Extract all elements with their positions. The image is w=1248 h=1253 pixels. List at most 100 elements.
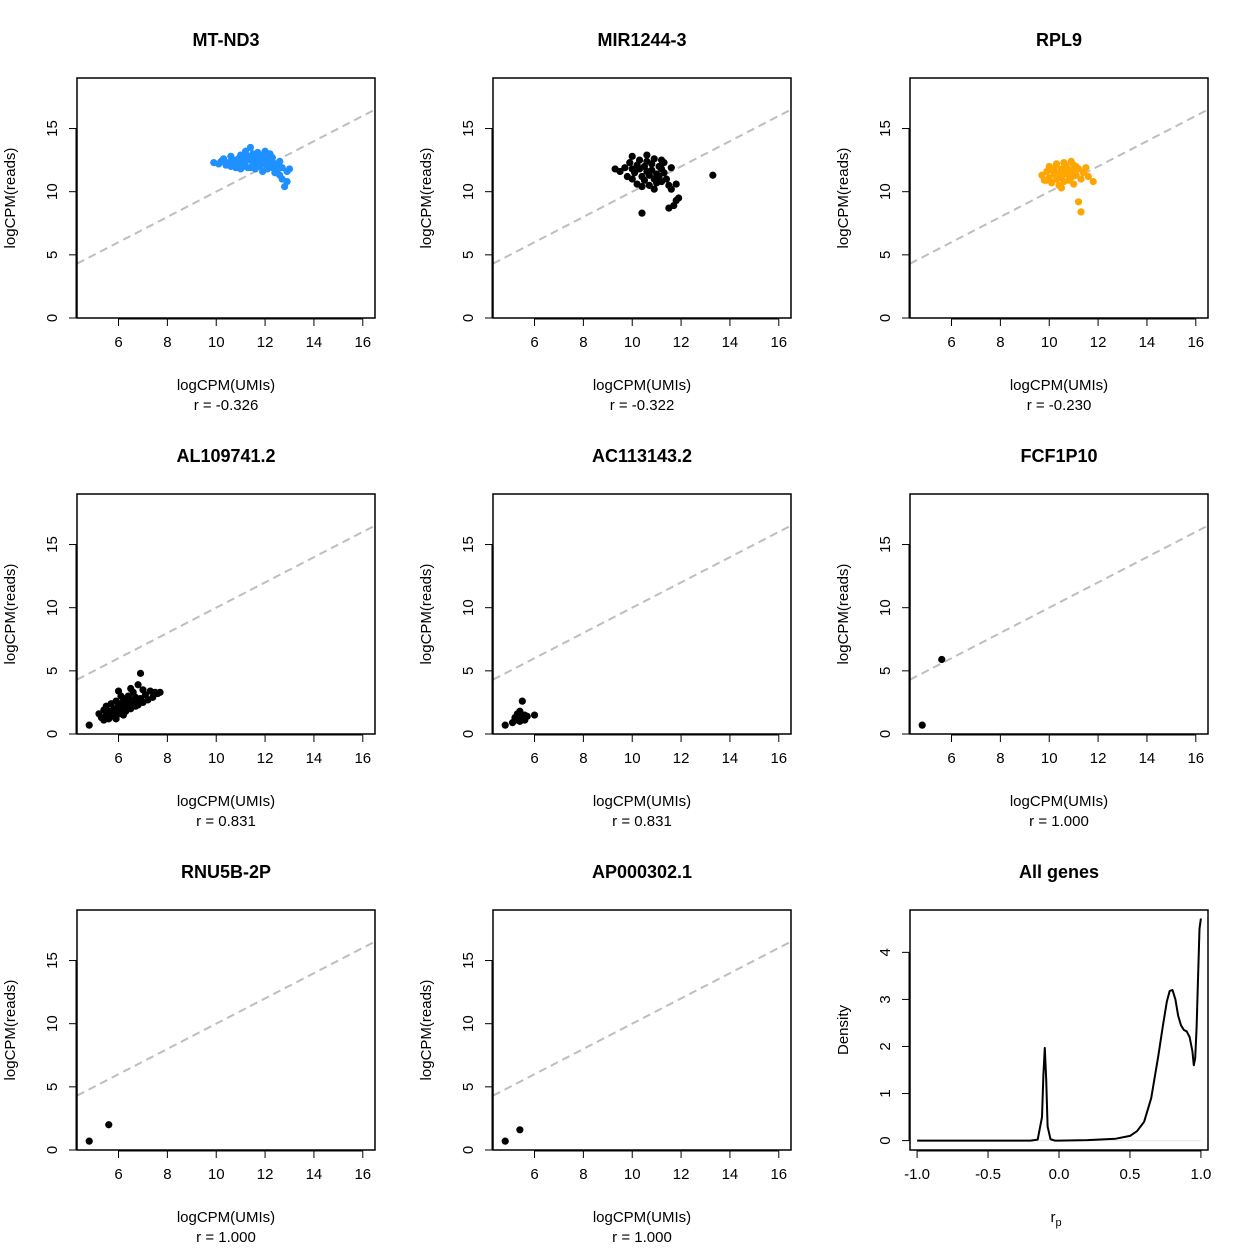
x-tick-label: 6	[530, 334, 538, 351]
data-point	[643, 151, 651, 159]
x-axis-label: rp	[1050, 1209, 1061, 1229]
x-tick-label: 8	[579, 750, 587, 767]
data-point	[100, 716, 108, 724]
plot-area	[493, 524, 791, 729]
x-tick-label: 10	[624, 1166, 641, 1183]
x-axis-label: logCPM(UMIs)	[1010, 793, 1108, 810]
data-point	[1074, 198, 1083, 206]
correlation-label: r = 1.000	[196, 1229, 256, 1246]
x-tick-label: 6	[947, 334, 955, 351]
plot-area	[917, 918, 1202, 1142]
plot-frame	[909, 77, 1209, 319]
data-point	[638, 183, 646, 191]
data-point	[626, 159, 634, 167]
data-point	[117, 692, 125, 700]
y-tick-label: 2	[877, 1042, 894, 1050]
correlation-label: r = 1.000	[1029, 813, 1089, 830]
panel-title: All genes	[1019, 862, 1099, 882]
y-tick-label: 10	[44, 183, 61, 200]
x-tick-label: 10	[208, 1166, 225, 1183]
plot-frame	[492, 77, 792, 319]
data-point	[1089, 177, 1097, 186]
panel-title: AP000302.1	[592, 862, 692, 882]
panel-4: AL109741.2 6 8 10 12 14 16 0 5 10 15 logCPM(UMIs) r …	[2, 446, 376, 830]
x-tick-label: 6	[530, 750, 538, 767]
data-point	[219, 155, 228, 163]
x-tick-label: 8	[579, 334, 587, 351]
x-axis-label: logCPM(UMIs)	[593, 1209, 691, 1226]
correlation-label: r = 0.831	[196, 813, 256, 830]
identity-reference-line	[910, 524, 1208, 681]
data-point	[650, 155, 658, 163]
data-point	[1077, 208, 1085, 216]
y-tick-label: 5	[44, 1083, 61, 1091]
data-point	[709, 171, 717, 179]
x-tick-label: 14	[722, 750, 739, 767]
data-point	[156, 688, 164, 696]
identity-reference-line	[493, 940, 791, 1097]
x-tick-label: 16	[770, 750, 787, 767]
x-tick-label: 12	[673, 334, 690, 351]
data-point	[628, 175, 636, 183]
x-tick-label: 8	[996, 334, 1004, 351]
y-tick-label: 10	[460, 183, 477, 200]
x-tick-label: 12	[257, 334, 274, 351]
data-point	[635, 156, 644, 164]
x-tick-label: 16	[1187, 750, 1204, 767]
x-tick-label: 6	[530, 1166, 538, 1183]
data-point	[628, 152, 636, 160]
y-axis-label: logCPM(reads)	[2, 980, 19, 1081]
y-tick-label: 5	[460, 667, 477, 675]
y-tick-label: 15	[460, 952, 477, 969]
x-tick-label: 16	[770, 1166, 787, 1183]
y-tick-label: 0	[460, 1146, 477, 1154]
data-point	[105, 1121, 113, 1129]
x-tick-label: 10	[624, 750, 641, 767]
plot-frame	[76, 909, 376, 1151]
x-tick-label: 6	[947, 750, 955, 767]
x-tick-label: 12	[1090, 334, 1107, 351]
y-tick-label: 5	[877, 667, 894, 675]
panel-6: FCF1P10 6 8 10 12 14 16 0 5 10 15 logCPM(UMIs) r = 1…	[835, 446, 1209, 830]
x-tick-label: -1.0	[904, 1166, 930, 1183]
x-axis-label: logCPM(UMIs)	[1010, 377, 1108, 394]
data-point	[1070, 161, 1078, 169]
data-point	[640, 176, 649, 184]
y-axis-label: logCPM(reads)	[835, 148, 852, 249]
data-point	[530, 711, 539, 719]
x-tick-label: 8	[163, 750, 171, 767]
x-tick-label: 1.0	[1190, 1166, 1211, 1183]
data-point	[85, 1137, 93, 1145]
x-tick-label: 10	[1041, 334, 1058, 351]
identity-reference-line	[493, 524, 791, 681]
panel-title: RPL9	[1036, 30, 1082, 50]
data-point	[1074, 165, 1083, 173]
x-tick-label: 16	[1187, 334, 1204, 351]
data-point	[283, 177, 291, 186]
data-point	[227, 152, 235, 160]
y-axis-label: logCPM(reads)	[418, 564, 435, 665]
x-tick-label: -0.5	[975, 1166, 1001, 1183]
panel-5: AC113143.2 6 8 10 12 14 16 0 5 10 15 logCPM(UMIs) r …	[418, 446, 792, 830]
panel-9: All genes -1.0 -0.5 0.0 0.5 1.0 0 1 2 3 4 rp Density	[835, 862, 1211, 1229]
y-tick-label: 0	[44, 314, 61, 322]
x-axis-label: logCPM(UMIs)	[177, 793, 275, 810]
y-tick-label: 5	[44, 251, 61, 259]
y-tick-label: 0	[877, 314, 894, 322]
x-tick-label: 10	[624, 334, 641, 351]
identity-reference-line	[77, 108, 375, 265]
data-point	[938, 655, 946, 664]
y-tick-label: 15	[44, 120, 61, 137]
x-tick-label: 16	[354, 1166, 371, 1183]
data-point	[638, 209, 646, 217]
x-tick-label: 6	[114, 334, 122, 351]
y-tick-label: 0	[44, 730, 61, 738]
panel-title: RNU5B-2P	[181, 862, 271, 882]
x-tick-label: 6	[114, 750, 122, 767]
y-tick-label: 5	[460, 251, 477, 259]
panel-title: MT-ND3	[193, 30, 260, 50]
correlation-label: r = 1.000	[612, 1229, 672, 1246]
panel-title: AC113143.2	[592, 446, 692, 466]
plot-area	[910, 108, 1208, 265]
